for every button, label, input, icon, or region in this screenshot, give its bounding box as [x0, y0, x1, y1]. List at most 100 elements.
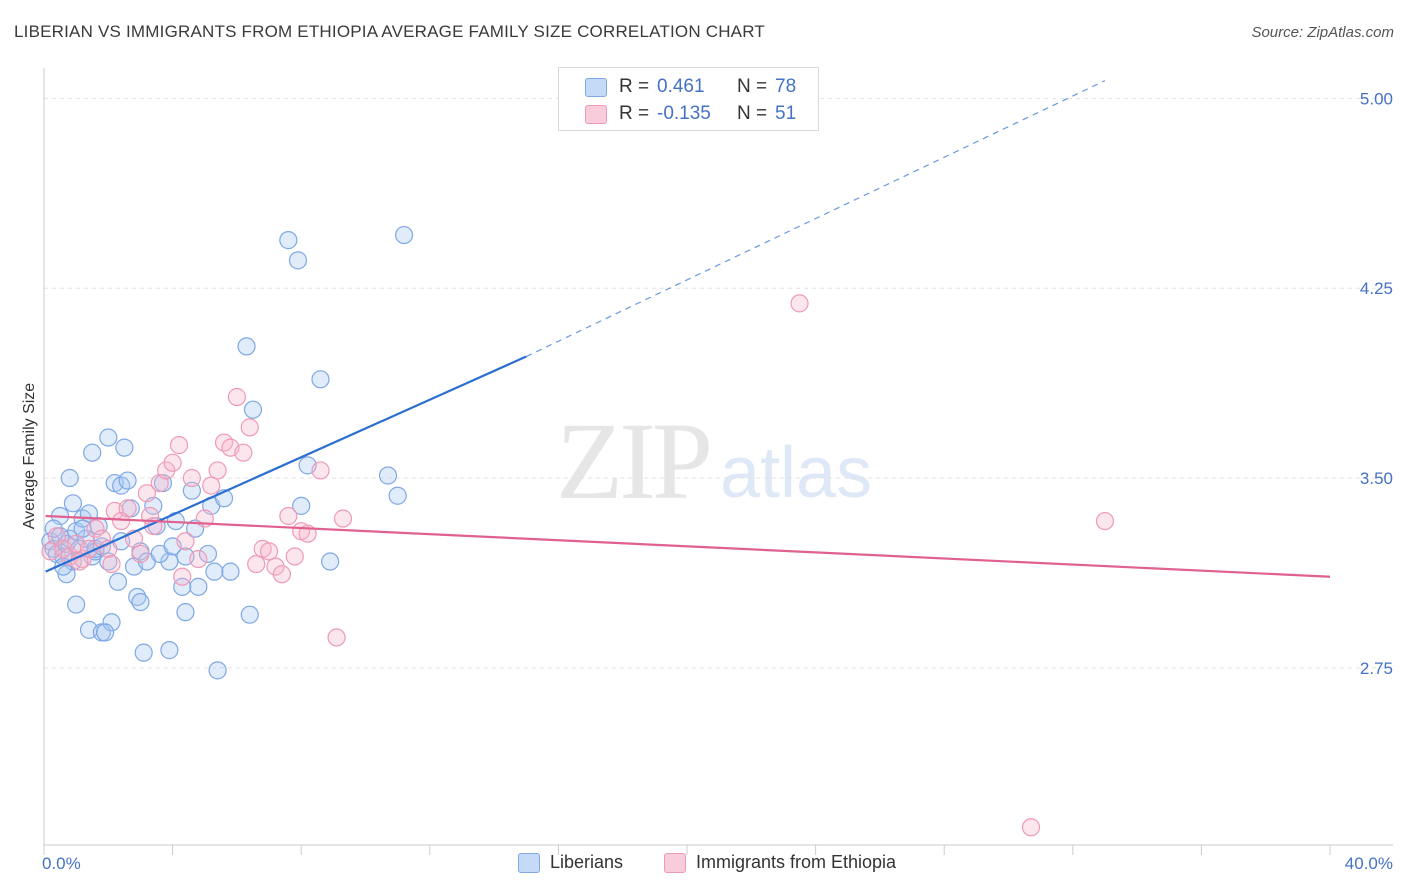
liberian-point [118, 471, 137, 490]
axes [43, 68, 1393, 855]
ethiopia-point [163, 453, 182, 472]
ethiopia-trend-line [45, 514, 1331, 578]
legend-n-value: 78 [775, 76, 797, 97]
x-tick-label: 0.0% [42, 854, 81, 873]
liberian-point [292, 496, 311, 515]
ethiopia-point [173, 567, 192, 586]
ethiopia-point [202, 476, 221, 495]
grid-lines [44, 97, 1390, 669]
liberian-point [67, 595, 86, 614]
ethiopia-point [176, 532, 195, 551]
liberian-point [182, 481, 201, 500]
ethiopia-point [272, 565, 292, 584]
bottom-swatch-ethiopia [664, 852, 686, 873]
liberian-point [99, 552, 118, 571]
liberian-point [83, 443, 102, 462]
y-tick-label: 5.00 [1360, 89, 1393, 108]
liberian-point [108, 572, 128, 591]
liberian-point [131, 592, 150, 612]
ethiopia-point [234, 443, 253, 462]
ethiopia-point [1021, 818, 1041, 837]
liberian-point [288, 251, 308, 270]
legend-r-label: R = [619, 103, 650, 124]
chart-title: LIBERIAN VS IMMIGRANTS FROM ETHIOPIA AVE… [14, 22, 765, 41]
legend-r-value: 0.461 [657, 76, 705, 97]
liberian-point [60, 468, 79, 488]
ethiopia-point [227, 387, 246, 407]
legend-swatch-liberians [585, 77, 607, 97]
ethiopia-point [333, 509, 353, 528]
liberian-trend-extension [525, 80, 1106, 358]
y-tick-label: 4.25 [1360, 279, 1393, 298]
source-label: Source: ZipAtlas.com [1251, 24, 1394, 41]
ethiopia-point [790, 294, 809, 313]
ethiopia-point [157, 461, 176, 480]
ethiopia-point [208, 461, 227, 480]
ethiopia-point [259, 542, 279, 561]
liberian-point [134, 643, 153, 662]
liberian-point [279, 231, 298, 250]
ethiopia-point [189, 549, 208, 569]
ethiopia-point [182, 468, 201, 488]
legend-r-label: R = [619, 76, 650, 97]
liberian-point [221, 562, 240, 581]
liberian-point [160, 552, 179, 571]
legend-row-ethiopia: R = -0.135 N = 51 [585, 102, 796, 126]
trend-lines [45, 80, 1331, 578]
ethiopia-point [169, 436, 189, 455]
bottom-legend-liberians: Liberians [518, 852, 623, 873]
liberian-point [115, 438, 134, 457]
ethiopia-point [279, 506, 298, 526]
ethiopia-point [240, 418, 259, 437]
legend-n-label: N = [737, 103, 768, 124]
bottom-swatch-liberians [518, 852, 540, 873]
liberian-point [243, 400, 263, 419]
ethiopia-point [327, 628, 346, 647]
liberian-point [128, 587, 147, 607]
ethiopia-point [311, 461, 330, 480]
ethiopia-point [266, 557, 285, 576]
legend-swatch-ethiopia [585, 104, 607, 124]
ethiopia-point [1095, 511, 1115, 531]
ethiopia-point [86, 519, 105, 538]
watermark-zip: ZIP [556, 400, 713, 522]
liberian-point [321, 552, 340, 571]
liberian-point [176, 603, 195, 622]
liberian-point [237, 337, 256, 356]
liberian-point [311, 370, 330, 389]
liberian-point [95, 623, 115, 642]
bottom-legend-ethiopia: Immigrants from Ethiopia [664, 852, 896, 873]
y-tick-label: 2.75 [1360, 659, 1393, 678]
data-points [41, 225, 1115, 837]
ethiopia-point [137, 484, 156, 503]
liberian-point [99, 428, 118, 447]
correlation-legend: R = 0.461 N = 78 R = -0.135 N = 51 [558, 67, 819, 131]
bottom-legend-label: Immigrants from Ethiopia [696, 852, 897, 872]
bottom-legend-label: Liberians [550, 852, 624, 872]
legend-n-value: 51 [775, 103, 797, 124]
liberian-point [102, 613, 121, 632]
ethiopia-point [102, 554, 121, 574]
liberian-point [240, 605, 259, 624]
ethiopia-point [247, 554, 266, 574]
liberian-point [63, 494, 83, 513]
legend-row-liberians: R = 0.461 N = 78 [585, 75, 796, 99]
liberian-trend-line [45, 355, 527, 573]
x-tick-label: 40.0% [1345, 854, 1393, 873]
liberian-point [160, 641, 179, 660]
liberian-point [378, 466, 398, 485]
liberian-point [173, 577, 192, 596]
ethiopia-point [131, 544, 150, 564]
y-tick-label: 3.50 [1360, 469, 1393, 488]
legend-r-value: -0.135 [657, 103, 711, 124]
liberian-point [73, 519, 92, 538]
ethiopia-point [118, 499, 137, 518]
y-axis-title: Average Family Size [21, 383, 38, 530]
liberian-point [208, 661, 227, 680]
tick-labels: 2.75 3.50 4.25 5.00 0.0% 40.0% [42, 89, 1393, 873]
watermark-atlas: atlas [720, 433, 873, 513]
liberian-point [205, 562, 224, 581]
liberian-point [198, 544, 218, 564]
legend-n-label: N = [737, 76, 768, 97]
